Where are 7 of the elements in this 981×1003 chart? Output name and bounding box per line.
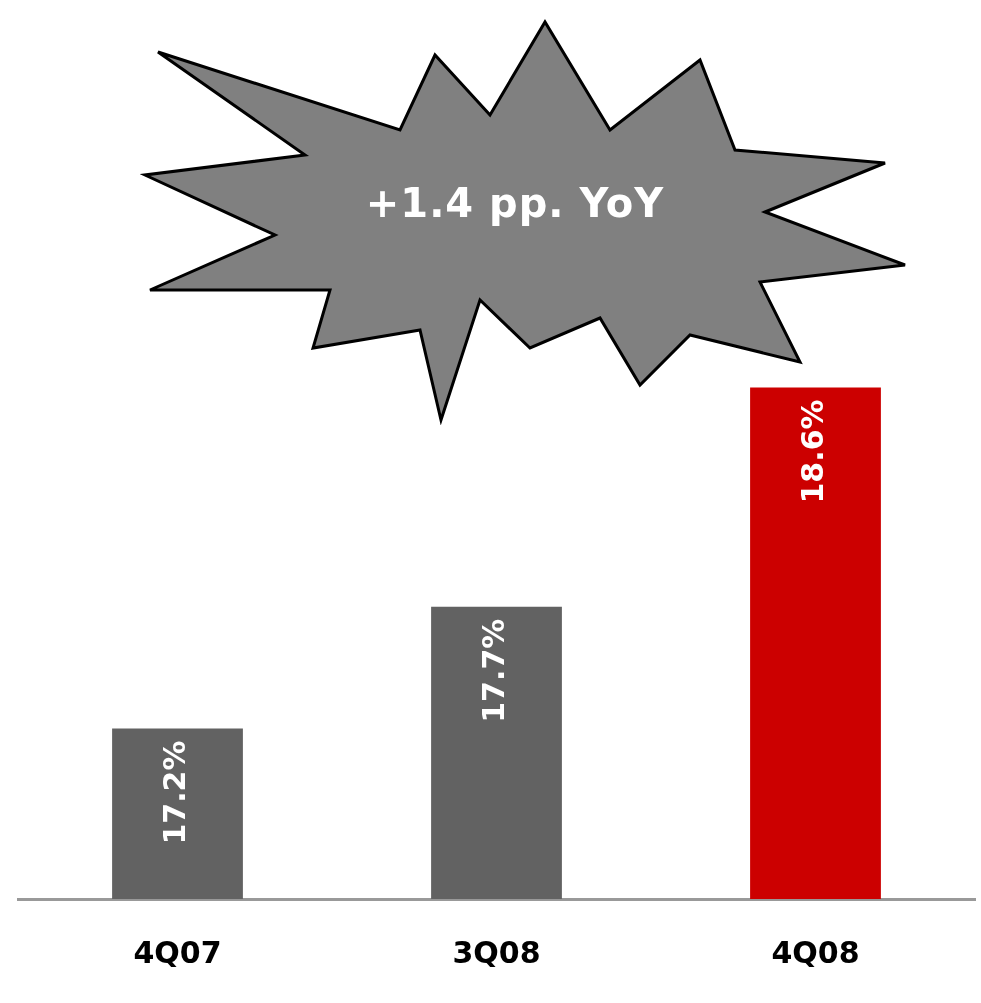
data-label: 18.6%	[795, 399, 831, 504]
data-label: 17.7%	[476, 618, 512, 723]
x-tick-label: 4Q07	[133, 934, 222, 970]
data-label: 17.2%	[157, 740, 193, 845]
text: +1.4 pp. YoY	[364, 180, 666, 226]
x-tick-label: 4Q08	[771, 934, 860, 970]
x-tick-label: 3Q08	[452, 934, 541, 970]
